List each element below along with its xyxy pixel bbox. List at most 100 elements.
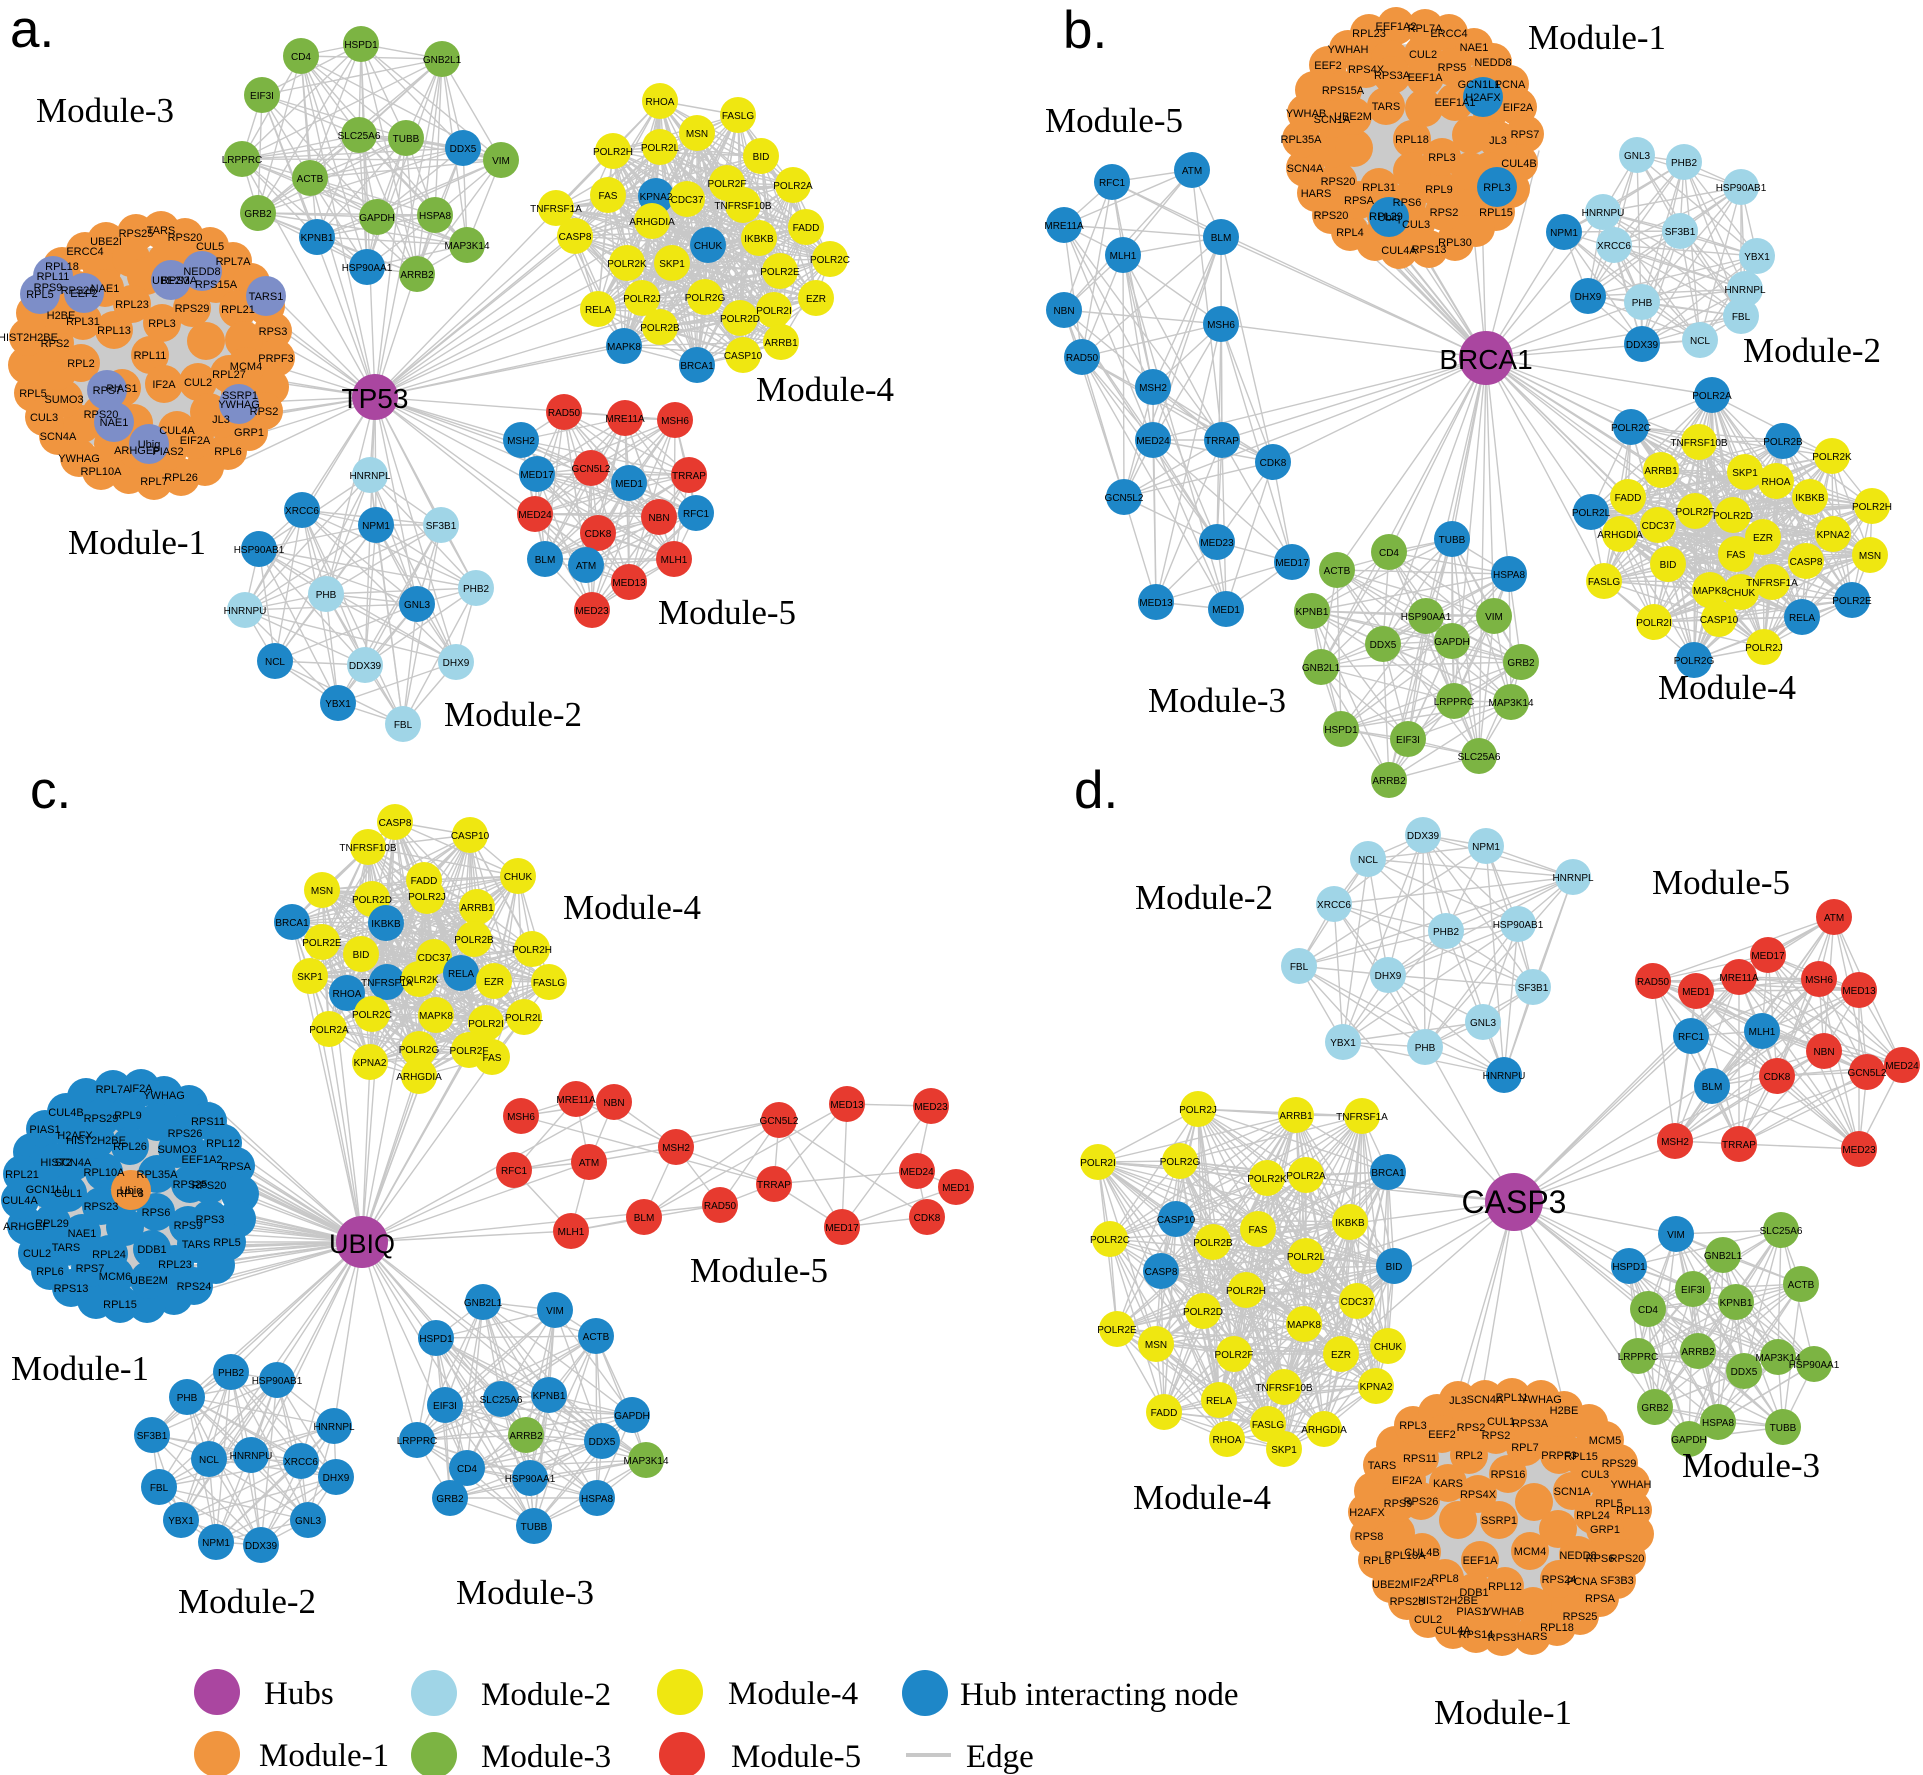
svg-text:DDX39: DDX39 — [349, 661, 382, 672]
svg-text:RPL7: RPL7 — [1511, 1442, 1539, 1454]
svg-text:POLR2K: POLR2K — [1812, 452, 1852, 463]
svg-text:ARRB1: ARRB1 — [1644, 466, 1678, 477]
svg-text:HIST2: HIST2 — [40, 1157, 71, 1169]
svg-text:RPS2: RPS2 — [41, 338, 70, 350]
svg-text:KPNA2: KPNA2 — [354, 1058, 387, 1069]
svg-text:RPS20: RPS20 — [1314, 210, 1349, 222]
svg-text:RPL5: RPL5 — [19, 388, 47, 400]
svg-text:IKBKB: IKBKB — [371, 919, 401, 930]
svg-text:HSPD1: HSPD1 — [1324, 725, 1358, 736]
svg-text:RPL11: RPL11 — [1496, 1392, 1529, 1404]
svg-text:RPL12: RPL12 — [206, 1138, 240, 1150]
svg-text:MED13: MED13 — [612, 578, 646, 589]
svg-text:HSPA8: HSPA8 — [419, 211, 451, 222]
svg-text:RPL3: RPL3 — [1399, 1420, 1427, 1432]
svg-text:MED23: MED23 — [914, 1102, 948, 1113]
svg-text:IF2A: IF2A — [129, 1083, 153, 1095]
svg-text:RPS24: RPS24 — [1542, 1574, 1577, 1586]
svg-text:GAPDH: GAPDH — [1671, 1435, 1707, 1446]
svg-text:JL3: JL3 — [1449, 1395, 1467, 1407]
svg-text:EIF3I: EIF3I — [433, 1401, 457, 1412]
svg-text:POLR2D: POLR2D — [352, 895, 392, 906]
svg-text:NBN: NBN — [603, 1098, 624, 1109]
svg-text:FASLG: FASLG — [722, 111, 754, 122]
svg-text:HNRNPL: HNRNPL — [313, 1422, 355, 1433]
svg-text:RPS29: RPS29 — [1602, 1458, 1637, 1470]
svg-text:DDB1: DDB1 — [1459, 1587, 1488, 1599]
svg-text:POLR2B: POLR2B — [640, 323, 680, 334]
svg-text:MAPK8: MAPK8 — [419, 1011, 453, 1022]
svg-text:CUL5: CUL5 — [196, 241, 224, 253]
svg-text:TARS: TARS — [52, 1242, 81, 1254]
svg-text:RPS7: RPS7 — [93, 385, 122, 397]
svg-text:MED13: MED13 — [1842, 986, 1876, 997]
svg-text:CD4: CD4 — [291, 52, 311, 63]
svg-text:CUL4A: CUL4A — [1381, 245, 1417, 257]
svg-text:NEDD8: NEDD8 — [183, 266, 220, 278]
svg-text:CUL3: CUL3 — [30, 412, 58, 424]
svg-text:CDC37: CDC37 — [671, 195, 704, 206]
svg-text:SLC25A6: SLC25A6 — [480, 1395, 523, 1406]
svg-text:GNB2L1: GNB2L1 — [464, 1298, 503, 1309]
svg-text:Edge: Edge — [966, 1739, 1034, 1775]
svg-text:Hub interacting node: Hub interacting node — [960, 1677, 1239, 1713]
svg-text:RPSA: RPSA — [1585, 1593, 1616, 1605]
svg-text:ATM: ATM — [1824, 913, 1844, 924]
svg-text:MSH2: MSH2 — [662, 1143, 690, 1154]
svg-text:FBL: FBL — [394, 720, 413, 731]
svg-text:HNRNPL: HNRNPL — [1552, 873, 1594, 884]
svg-text:POLR2K: POLR2K — [399, 975, 439, 986]
svg-text:Module-4: Module-4 — [1658, 668, 1796, 707]
svg-text:MED24: MED24 — [1136, 436, 1170, 447]
svg-text:Module-2: Module-2 — [481, 1677, 611, 1713]
svg-text:RPL27: RPL27 — [212, 369, 246, 381]
svg-text:KPNB1: KPNB1 — [1720, 1298, 1753, 1309]
svg-text:Ubiq: Ubiq — [138, 439, 161, 451]
svg-text:RPL29: RPL29 — [35, 1218, 69, 1230]
svg-text:FADD: FADD — [1615, 493, 1642, 504]
svg-text:BRCA1: BRCA1 — [275, 918, 309, 929]
svg-text:LRPPRC: LRPPRC — [1618, 1352, 1659, 1363]
svg-text:RPS29: RPS29 — [84, 1113, 119, 1125]
svg-text:CDC37: CDC37 — [1642, 521, 1675, 532]
svg-text:RPL13: RPL13 — [97, 325, 131, 337]
svg-text:Module-1: Module-1 — [68, 523, 206, 562]
svg-text:RPS26: RPS26 — [1404, 1496, 1439, 1508]
svg-text:Module-3: Module-3 — [481, 1739, 611, 1775]
svg-text:TARS: TARS — [182, 1239, 211, 1251]
svg-text:POLR2D: POLR2D — [1713, 511, 1753, 522]
svg-text:SLC25A6: SLC25A6 — [1760, 1226, 1803, 1237]
svg-text:Module-1: Module-1 — [259, 1738, 389, 1774]
svg-text:CUL2: CUL2 — [23, 1248, 51, 1260]
svg-text:FADD: FADD — [1151, 1408, 1178, 1419]
svg-text:EIF2A: EIF2A — [1392, 1475, 1423, 1487]
svg-text:ARHGDIA: ARHGDIA — [1597, 530, 1643, 541]
svg-text:PCNA: PCNA — [1495, 79, 1526, 91]
svg-text:CDK8: CDK8 — [1260, 458, 1287, 469]
svg-text:Module-4: Module-4 — [756, 370, 894, 409]
svg-text:ARHGEF: ARHGEF — [3, 1221, 49, 1233]
svg-text:XRCC6: XRCC6 — [1317, 900, 1351, 911]
svg-text:RPS20: RPS20 — [192, 1180, 227, 1192]
svg-text:RPL30: RPL30 — [1438, 237, 1472, 249]
svg-text:MED17: MED17 — [1751, 951, 1785, 962]
svg-text:DDX5: DDX5 — [1370, 640, 1397, 651]
svg-text:POLR2I: POLR2I — [756, 306, 792, 317]
svg-text:BLM: BLM — [1211, 233, 1232, 244]
svg-text:RPS13: RPS13 — [1412, 244, 1447, 256]
svg-text:NAE1: NAE1 — [1460, 42, 1489, 54]
svg-text:GCN5L2: GCN5L2 — [760, 1116, 799, 1127]
svg-text:SCN4A: SCN4A — [1287, 163, 1324, 175]
svg-text:NCL: NCL — [265, 657, 285, 668]
svg-text:POLR2F: POLR2F — [708, 179, 747, 190]
svg-text:ARRB2: ARRB2 — [1681, 1347, 1715, 1358]
svg-text:ARHGDIA: ARHGDIA — [396, 1072, 442, 1083]
svg-text:YWHAG: YWHAG — [218, 399, 260, 411]
svg-text:GRB2: GRB2 — [1507, 658, 1535, 669]
svg-text:H2AFX: H2AFX — [57, 1130, 93, 1142]
svg-text:SKP1: SKP1 — [1271, 1445, 1297, 1456]
svg-text:KPNA2: KPNA2 — [1817, 530, 1850, 541]
svg-text:NAE1: NAE1 — [91, 283, 120, 295]
svg-text:RPS3A: RPS3A — [161, 275, 198, 287]
svg-text:HSP90AB1: HSP90AB1 — [234, 545, 285, 556]
